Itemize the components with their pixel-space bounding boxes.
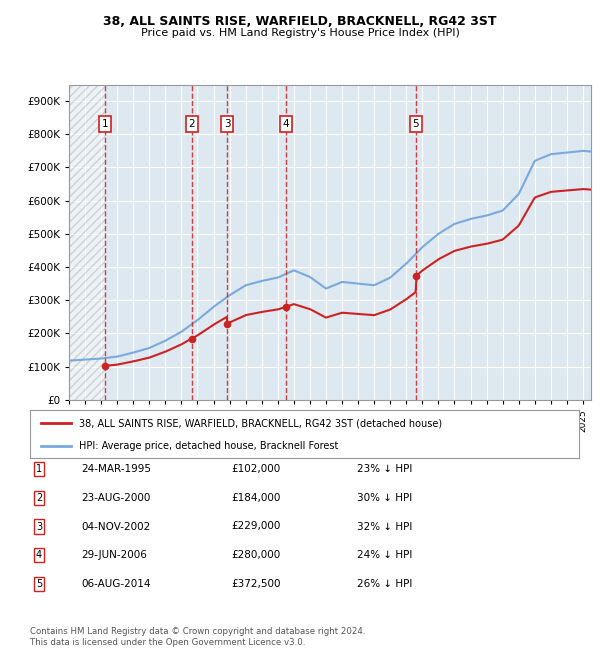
Text: 26% ↓ HPI: 26% ↓ HPI [357,578,412,589]
Text: £102,000: £102,000 [231,464,280,474]
Text: 4: 4 [36,550,42,560]
Text: 2: 2 [188,120,195,129]
Text: HPI: Average price, detached house, Bracknell Forest: HPI: Average price, detached house, Brac… [79,441,339,451]
Text: 30% ↓ HPI: 30% ↓ HPI [357,493,412,503]
Text: 24-MAR-1995: 24-MAR-1995 [81,464,151,474]
Text: 3: 3 [36,521,42,532]
Text: 4: 4 [283,120,289,129]
Text: 3: 3 [224,120,230,129]
Bar [69,84,105,400]
Text: Contains HM Land Registry data © Crown copyright and database right 2024.
This d: Contains HM Land Registry data © Crown c… [30,627,365,647]
Text: £372,500: £372,500 [231,578,281,589]
Text: 32% ↓ HPI: 32% ↓ HPI [357,521,412,532]
Text: 23-AUG-2000: 23-AUG-2000 [81,493,151,503]
Text: 04-NOV-2002: 04-NOV-2002 [81,521,150,532]
Text: 1: 1 [36,464,42,474]
Text: 5: 5 [413,120,419,129]
Text: 23% ↓ HPI: 23% ↓ HPI [357,464,412,474]
Text: 38, ALL SAINTS RISE, WARFIELD, BRACKNELL, RG42 3ST (detached house): 38, ALL SAINTS RISE, WARFIELD, BRACKNELL… [79,418,443,428]
Text: £184,000: £184,000 [231,493,280,503]
Text: 29-JUN-2006: 29-JUN-2006 [81,550,147,560]
Text: 2: 2 [36,493,42,503]
Text: 06-AUG-2014: 06-AUG-2014 [81,578,151,589]
Text: 38, ALL SAINTS RISE, WARFIELD, BRACKNELL, RG42 3ST: 38, ALL SAINTS RISE, WARFIELD, BRACKNELL… [103,15,497,28]
Text: 1: 1 [101,120,108,129]
Text: 24% ↓ HPI: 24% ↓ HPI [357,550,412,560]
Text: £229,000: £229,000 [231,521,280,532]
Text: Price paid vs. HM Land Registry's House Price Index (HPI): Price paid vs. HM Land Registry's House … [140,28,460,38]
Text: £280,000: £280,000 [231,550,280,560]
Text: 5: 5 [36,578,42,589]
